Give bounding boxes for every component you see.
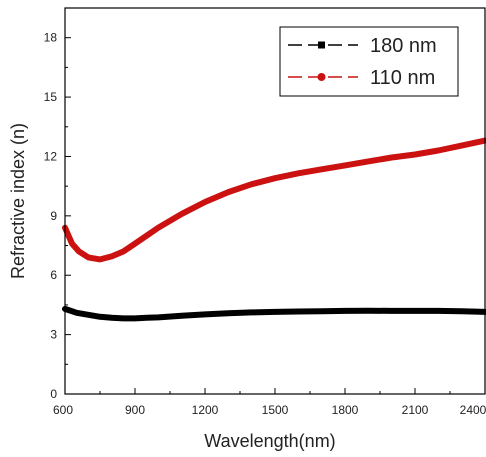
x-tick-label: 1800 (332, 403, 359, 417)
x-tick-label: 600 (53, 403, 73, 417)
y-tick-label: 18 (44, 31, 58, 45)
legend: 180 nm 110 nm (279, 26, 459, 97)
y-tick-label: 15 (44, 90, 58, 104)
y-axis-label: Refractive index (n) (8, 123, 28, 279)
y-tick-label: 6 (50, 268, 57, 282)
x-tick-labels: 600 900 1200 1500 1800 2100 2400 (53, 403, 486, 417)
x-tick-label: 1200 (192, 403, 219, 417)
x-tick-label: 2100 (402, 403, 429, 417)
y-tick-label: 0 (50, 387, 57, 401)
plot-frame (64, 7, 486, 395)
x-tick-label: 2400 (460, 403, 486, 417)
legend-box (279, 26, 459, 97)
series-layer (62, 137, 486, 322)
legend-marker-square (318, 41, 325, 49)
legend-marker-circle (317, 73, 326, 81)
series-line-1 (62, 137, 486, 263)
y-tick-label: 3 (50, 328, 57, 342)
y-tick-label: 12 (44, 149, 58, 163)
x-axis-label: Wavelength(nm) (204, 431, 335, 451)
x-tick-label: 1500 (262, 403, 289, 417)
legend-label: 180 nm (370, 35, 437, 57)
legend-label: 110 nm (370, 67, 435, 89)
y-tick-label: 9 (50, 209, 57, 223)
series-line-0 (62, 305, 486, 322)
y-tick-labels: 0 3 6 9 12 15 18 (44, 31, 58, 401)
x-tick-label: 900 (125, 403, 145, 417)
